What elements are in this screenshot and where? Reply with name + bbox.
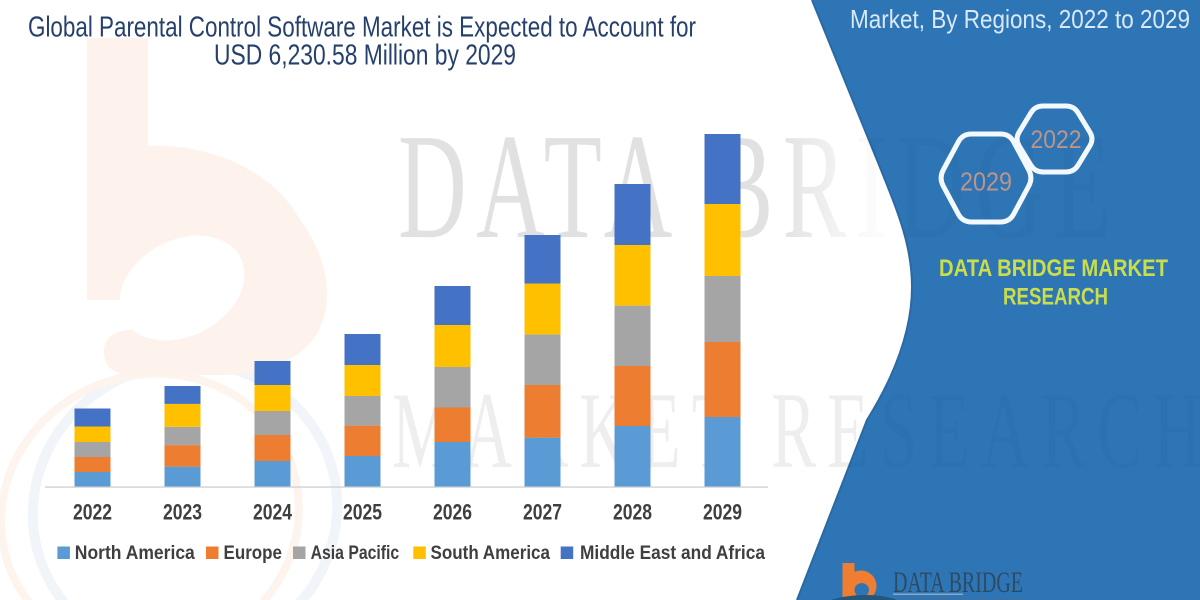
svg-text:2029: 2029 — [960, 167, 1012, 197]
svg-text:2027: 2027 — [523, 500, 562, 525]
svg-text:South America: South America — [431, 543, 551, 564]
svg-text:2028: 2028 — [613, 500, 652, 525]
svg-text:2025: 2025 — [343, 500, 382, 525]
svg-text:Global Parental Control Softwa: Global Parental Control Software Market … — [28, 12, 696, 44]
svg-text:RESEARCH: RESEARCH — [1003, 284, 1108, 311]
svg-text:2026: 2026 — [433, 500, 472, 525]
svg-text:MARKET RESEARCH: MARKET RESEARCH — [897, 595, 1023, 600]
svg-text:Market, By Regions, 2022 to 20: Market, By Regions, 2022 to 2029 — [850, 4, 1190, 34]
svg-text:Asia Pacific: Asia Pacific — [311, 543, 400, 564]
svg-text:2023: 2023 — [163, 500, 202, 525]
svg-text:2024: 2024 — [253, 500, 293, 525]
svg-text:USD 6,230.58 Million by 2029: USD 6,230.58 Million by 2029 — [214, 40, 516, 72]
svg-text:DATA BRIDGE: DATA BRIDGE — [893, 566, 1023, 599]
svg-text:2029: 2029 — [703, 500, 742, 525]
svg-text:Europe: Europe — [224, 543, 283, 564]
svg-text:DATA BRIDGE MARKET: DATA BRIDGE MARKET — [939, 255, 1168, 282]
svg-text:Middle East and Africa: Middle East and Africa — [580, 543, 765, 564]
svg-text:2022: 2022 — [1031, 126, 1082, 154]
svg-text:2022: 2022 — [73, 500, 112, 525]
svg-text:North America: North America — [75, 543, 195, 564]
